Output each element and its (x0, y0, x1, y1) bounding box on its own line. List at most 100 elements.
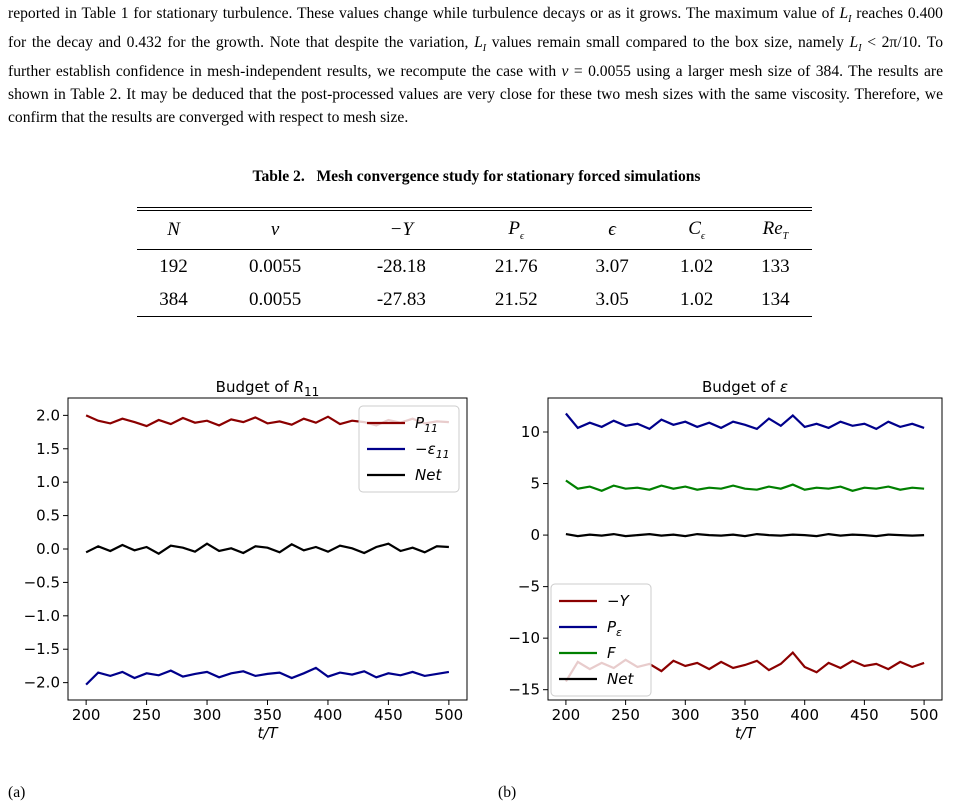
y-tick-label: −5 (518, 578, 540, 596)
x-tick-label: 450 (374, 706, 403, 724)
table-body: 192 0.0055 -28.18 21.76 3.07 1.02 133 384 0.0055… (137, 250, 812, 317)
legend-label: P11 (415, 414, 438, 435)
text: values remain small compared to the box … (486, 34, 850, 52)
table-caption: Table 2. Mesh convergence study for stat… (0, 168, 953, 186)
title-text: Budget of (702, 378, 780, 396)
header-sub: ϵ (520, 230, 525, 242)
y-tick-label: −2.0 (24, 674, 60, 692)
x-tick-label: 300 (671, 706, 700, 724)
x-tick-label: 500 (910, 706, 939, 724)
table-cell: 3.05 (595, 288, 629, 310)
legend-name: F (607, 644, 616, 662)
y-tick-label: 1.0 (36, 473, 60, 491)
y-tick-label: −1.0 (24, 607, 60, 625)
header-cell: −Y (340, 209, 463, 250)
plot-frame (547, 397, 943, 701)
table-cell: 134 (761, 288, 790, 310)
series-line (565, 479, 925, 492)
table-row: 192 0.0055 -28.18 21.76 3.07 1.02 133 (137, 250, 812, 284)
x-tick-label: 200 (552, 706, 581, 724)
x-tick-label: 500 (435, 706, 464, 724)
math: I (858, 43, 862, 55)
header-cell: ϵ (569, 209, 655, 250)
legend-name: −Y (607, 592, 631, 610)
series-line (85, 542, 449, 555)
text: reaches 0.400 for the decay and 0.432 fo… (8, 5, 943, 52)
math: L (474, 34, 483, 52)
header-sub: ϵ (700, 230, 705, 242)
title-sub: 11 (304, 385, 319, 399)
header-text: P (508, 218, 521, 240)
table-cell: 1.02 (679, 288, 714, 310)
x-tick-label: 450 (850, 706, 879, 724)
header-text: ϵ (608, 219, 616, 240)
math: I (482, 43, 487, 55)
legend-name: P (415, 414, 425, 432)
title-symbol: R (294, 378, 304, 396)
legend-label: Net (607, 670, 634, 688)
table-cell: -28.18 (376, 255, 426, 277)
y-tick-label: −1.5 (24, 640, 60, 658)
text: reported in Table 1 for stationary turbu… (8, 5, 840, 22)
table-cell: 133 (761, 255, 790, 277)
series-line (565, 412, 925, 431)
y-tick-label: 0.5 (36, 507, 60, 525)
x-tick-label: 350 (253, 706, 282, 724)
y-tick-label: 5 (530, 475, 540, 493)
legend-label: Net (415, 466, 442, 484)
math: I (848, 14, 852, 26)
plot-frame (67, 397, 468, 701)
table-cell: 21.76 (494, 255, 538, 277)
legend-name: −ε (415, 440, 436, 458)
table-cell: 192 (159, 255, 188, 277)
header-text: N (167, 219, 180, 240)
series-line (85, 666, 450, 686)
header-sub: T (782, 230, 789, 242)
x-tick-label: 250 (132, 706, 161, 724)
title-symbol: ε (780, 378, 788, 396)
x-axis-label: t/T (257, 724, 279, 742)
y-tick-label: 0 (530, 526, 540, 544)
header-cell: Pϵ (462, 209, 570, 250)
legend-sub: ε (616, 626, 622, 639)
header-text: C (688, 218, 701, 240)
table-cell: 21.52 (494, 288, 538, 310)
y-tick-label: 10 (521, 423, 540, 441)
figure-label: (a) (8, 784, 26, 801)
text: = 0.0055 using a larger mesh size of 384… (8, 63, 943, 127)
math: ν (561, 63, 569, 81)
caption-text: Mesh convergence study for stationary fo… (316, 168, 701, 185)
y-tick-label: 1.5 (36, 440, 60, 458)
y-tick-label: 0.0 (36, 540, 60, 558)
table-cell: 0.0055 (249, 288, 302, 310)
title-text: Budget of (216, 378, 294, 396)
series-line (565, 532, 925, 538)
y-tick-label: −0.5 (24, 573, 60, 591)
header-text: −Y (389, 219, 414, 240)
x-tick-label: 400 (314, 706, 343, 724)
paragraph: reported in Table 1 for stationary turbu… (8, 2, 943, 129)
header-text: ν (270, 219, 280, 240)
chart-title: Budget of R11 (216, 378, 320, 399)
y-tick-label: −15 (508, 681, 540, 699)
table-cell: 0.0055 (249, 255, 302, 277)
header-text: Re (762, 218, 783, 240)
legend-label: −ε11 (415, 440, 450, 461)
legend-sub: 11 (424, 422, 438, 435)
header-cell: ν (210, 209, 341, 250)
table-cell: -27.83 (376, 288, 426, 310)
math: L (849, 34, 859, 52)
table-cell: 1.02 (679, 255, 714, 277)
figure: 200 250 300 350 400 450 500 −2.0 −1.5 −1.0 −0.5 0.0… (24, 378, 943, 742)
legend-label: Pε (607, 618, 622, 639)
legend-box (358, 405, 460, 493)
math: L (839, 5, 849, 22)
x-tick-label: 350 (731, 706, 760, 724)
x-axis-label: t/T (735, 724, 757, 742)
legend-name: Net (607, 670, 634, 688)
header-cell: Cϵ (654, 209, 739, 250)
table-row: 384 0.0055 -27.83 21.52 3.05 1.02 134 (137, 283, 812, 317)
